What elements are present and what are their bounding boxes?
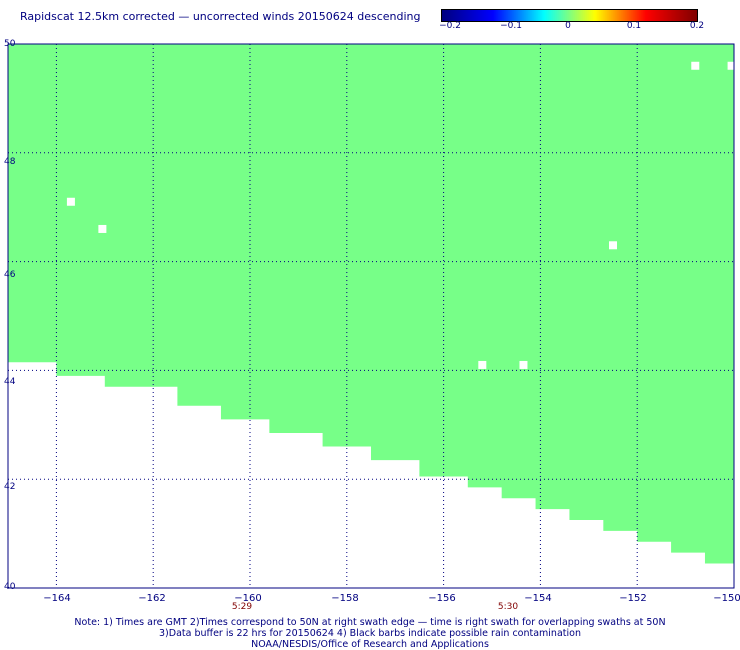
lat-label: 46	[4, 270, 16, 280]
colorbar-tick: −0.2	[439, 21, 461, 31]
colorbar-tick: 0.1	[626, 21, 642, 31]
map-frame	[7, 43, 735, 589]
lon-label: −150	[713, 593, 740, 604]
lat-label: 40	[4, 582, 16, 592]
missing-cell	[478, 360, 487, 369]
lon-label: −154	[524, 593, 552, 604]
lon-label: −156	[428, 593, 456, 604]
missing-cell	[609, 241, 617, 250]
swath-fill	[8, 44, 734, 564]
missing-cell	[519, 360, 528, 369]
chart-title: Rapidscat 12.5km corrected — uncorrected…	[20, 10, 421, 23]
note-line-1: Note: 1) Times are GMT 2)Times correspon…	[74, 617, 666, 628]
time-label: 5:30	[497, 602, 519, 612]
missing-cell	[485, 496, 494, 505]
time-label: 5:29	[231, 602, 253, 612]
lon-label: −160	[234, 593, 262, 604]
colorbar-tick: 0.2	[689, 21, 705, 31]
lon-label: −152	[619, 593, 647, 604]
note-line-2: 3)Data buffer is 22 hrs for 20150624 4) …	[159, 628, 581, 639]
missing-cell	[98, 224, 107, 233]
lon-label: −162	[138, 593, 166, 604]
credit-line: NOAA/NESDIS/Office of Research and Appli…	[251, 639, 489, 650]
missing-cell	[66, 197, 75, 206]
lon-label: −164	[43, 593, 71, 604]
lon-label: −158	[331, 593, 359, 604]
lat-label: 44	[4, 377, 16, 387]
colorbar	[441, 9, 698, 22]
missing-cell	[727, 61, 736, 70]
lat-label: 50	[4, 39, 16, 49]
colorbar-tick: 0	[565, 21, 571, 31]
lat-label: 48	[4, 157, 16, 167]
colorbar-tick: −0.1	[500, 21, 522, 31]
lat-label: 42	[4, 482, 16, 492]
missing-cell	[691, 61, 700, 70]
